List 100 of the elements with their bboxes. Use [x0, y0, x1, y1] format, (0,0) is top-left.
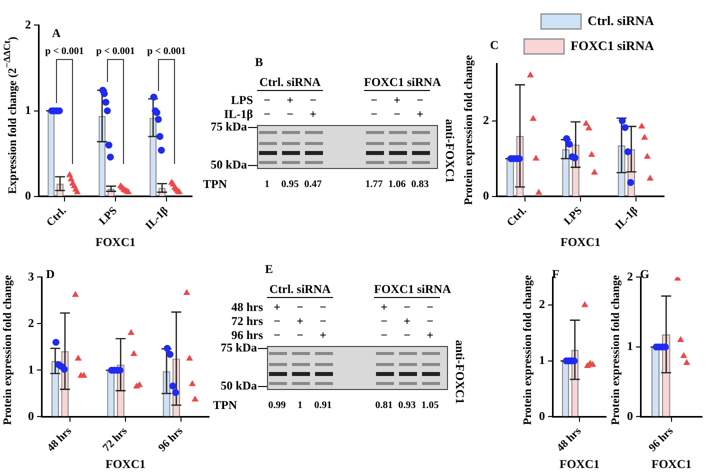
y-axis-title: Protein expression fold change	[2, 274, 14, 426]
data-label: 0.81	[375, 400, 393, 411]
category-label: 48 hrs	[231, 300, 263, 314]
data-label: 1.05	[421, 400, 439, 411]
x-axis-title: FOXC1	[560, 234, 600, 249]
text: +	[310, 107, 316, 121]
chart-title: G	[640, 267, 650, 282]
y-tick-label: 1	[627, 339, 633, 354]
text: FOXC1 siRNA	[374, 282, 451, 296]
text: −	[274, 328, 280, 342]
text: Ctrl. siRNA	[259, 75, 321, 89]
y-tick-label: 0	[627, 408, 633, 423]
annotation: p < 0.001	[96, 46, 135, 58]
y-axis-title: Protein expression fold change	[610, 274, 622, 426]
x-tick-label: LPS	[96, 204, 120, 228]
y-tick-label: 2	[627, 269, 633, 284]
data-label: 1	[298, 400, 302, 411]
text: +	[274, 300, 280, 314]
y-tick-label: 0	[25, 188, 31, 203]
text: −	[426, 300, 434, 314]
y-tick-label: 2	[483, 112, 489, 127]
text: −	[296, 300, 304, 314]
text: −	[310, 93, 316, 107]
chart-title: C	[490, 38, 499, 53]
data-label: 0.99	[268, 400, 286, 411]
data-label: 0.47	[304, 179, 322, 190]
text: +	[286, 93, 294, 107]
data-label: 1	[264, 179, 270, 190]
text: B	[255, 55, 264, 69]
text: TPN	[203, 177, 227, 191]
y-tick-label: 2	[28, 316, 34, 330]
text: −	[404, 328, 410, 342]
category-label: IL-1β	[224, 107, 253, 121]
text: TPN	[213, 398, 237, 412]
text: −	[370, 93, 378, 107]
text: +	[296, 314, 304, 328]
chart-title: D	[46, 267, 55, 282]
text: −	[264, 93, 270, 107]
y-tick-label: 1	[25, 102, 31, 117]
chart-title: A	[52, 26, 61, 41]
x-axis-title: FOXC1	[560, 456, 600, 471]
x-axis-title: FOXC1	[96, 234, 136, 249]
x-tick-label: 72 hrs	[100, 424, 130, 454]
text: −	[320, 314, 326, 328]
x-tick-label: 96 hrs	[646, 424, 676, 454]
text: +	[394, 93, 400, 107]
text: 50 kDa	[210, 158, 247, 172]
y-tick-label: 0	[539, 408, 545, 423]
text: −	[274, 314, 280, 328]
category-label: 96 hrs	[231, 328, 263, 342]
text: −	[426, 314, 434, 328]
y-tick-label: 0	[483, 188, 489, 203]
text: 75 kDa	[210, 120, 247, 134]
text: −	[286, 107, 294, 121]
text: −	[380, 314, 388, 328]
text: −	[416, 93, 424, 107]
x-tick-label: 48 hrs	[44, 424, 74, 454]
text: −	[296, 328, 304, 342]
y-tick-label: 2	[25, 17, 31, 32]
chart-title: F	[552, 267, 560, 282]
text: +	[320, 328, 326, 342]
y-tick-label: 1	[28, 362, 34, 376]
x-tick-label: Ctrl.	[44, 204, 69, 230]
data-label: 0.83	[411, 179, 429, 190]
y-tick-label: 0	[28, 408, 34, 423]
text: FOXC1 siRNA	[364, 75, 441, 89]
category-label: LPS	[230, 93, 253, 107]
x-tick-label: 48 hrs	[554, 424, 584, 454]
y-axis-title: Protein expression fold change	[463, 54, 475, 206]
data-label: 0.95	[281, 179, 299, 190]
text: −	[370, 107, 378, 121]
x-tick-label: LPS	[562, 204, 585, 228]
data-label: 0.93	[398, 400, 416, 411]
text: −	[394, 107, 400, 121]
data-label: 0.91	[314, 400, 332, 411]
text: 50 kDa	[220, 378, 257, 392]
annotation: p < 0.001	[45, 46, 84, 58]
x-axis-title: FOXC1	[106, 456, 146, 471]
legend-label: Ctrl. siRNA	[588, 12, 655, 28]
data-label: 1.77	[365, 179, 383, 190]
y-tick-label: 2	[539, 297, 545, 312]
text: +	[426, 328, 434, 342]
x-tick-label: Ctrl.	[504, 204, 530, 230]
text: +	[404, 314, 410, 328]
text: 75 kDa	[220, 340, 257, 354]
legend-label: FOXC1 siRNA	[570, 38, 655, 53]
text: anti-FOXC1	[452, 340, 467, 404]
text: −	[264, 107, 270, 121]
text: +	[380, 300, 388, 314]
text: +	[416, 107, 424, 121]
category-label: 72 hrs	[231, 314, 263, 328]
text: anti-FOXC1	[442, 119, 457, 183]
y-axis-title: Protein expression fold change	[522, 274, 534, 426]
text: −	[320, 300, 326, 314]
y-tick-label: 3	[28, 269, 34, 284]
x-axis-title: FOXC1	[652, 456, 692, 471]
text: E	[265, 262, 274, 276]
text: −	[404, 300, 410, 314]
text: −	[380, 328, 388, 342]
text: Ctrl. siRNA	[269, 282, 331, 296]
